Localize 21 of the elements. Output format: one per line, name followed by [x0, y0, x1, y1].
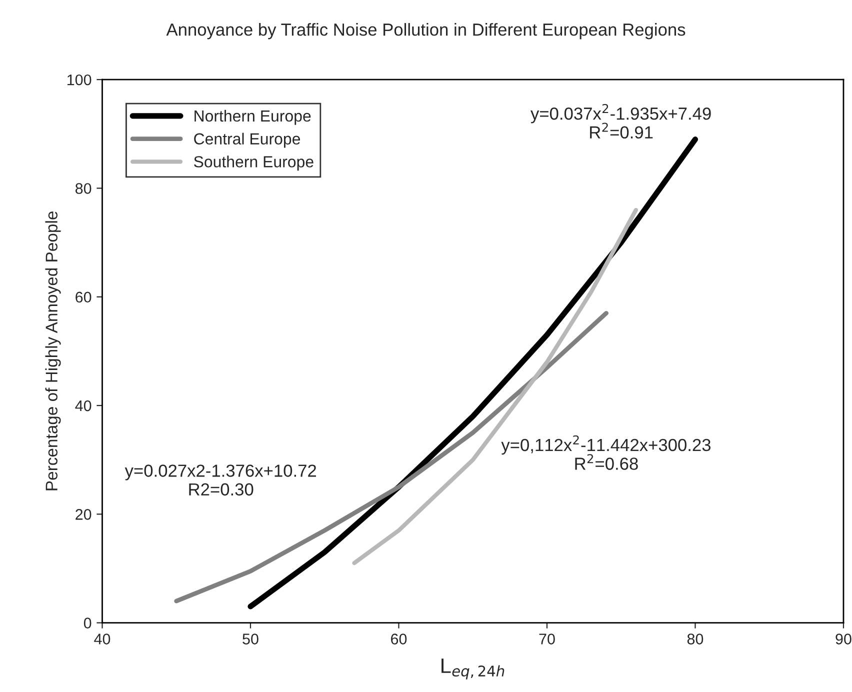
annotation: y=0.027x2-1.376x+10.72 R2=0.30 — [124, 464, 316, 496]
x-axis-title: L$_{eq,24h}$ — [442, 658, 504, 680]
annotation: y=0.037x$^{2}$-1.935x+7.49 R$^{2}$=0.91 — [530, 104, 711, 139]
x-tick-label: 80 — [687, 634, 704, 644]
y-tick-label: 40 — [75, 400, 92, 412]
x-tick-label: 70 — [539, 634, 555, 644]
x-tick-label: 90 — [836, 634, 852, 644]
y-tick-label: 20 — [76, 509, 92, 520]
annotation: y=0,112x$^{2}$-11.442x+300.23 R$^{2}$=0.68 — [501, 435, 711, 470]
y-tick-label: 0 — [84, 618, 92, 628]
x-tick-label: 60 — [391, 634, 407, 644]
y-tick-label: 100 — [68, 74, 92, 86]
legend-label: Northern Europe — [194, 110, 311, 125]
y-tick-label: 80 — [75, 183, 92, 194]
y-axis-title: Percentage of Highly Annoyed People — [45, 212, 61, 490]
x-tick-label: 40 — [94, 634, 110, 644]
chart-title: Annoyance by Traffic Noise Pollution in Different European Regions — [166, 23, 686, 40]
y-tick-label: 60 — [76, 292, 92, 303]
x-tick-label: 50 — [242, 634, 258, 644]
legend-label: Central Europe — [194, 132, 300, 148]
legend-label: Southern Europe — [194, 156, 314, 171]
